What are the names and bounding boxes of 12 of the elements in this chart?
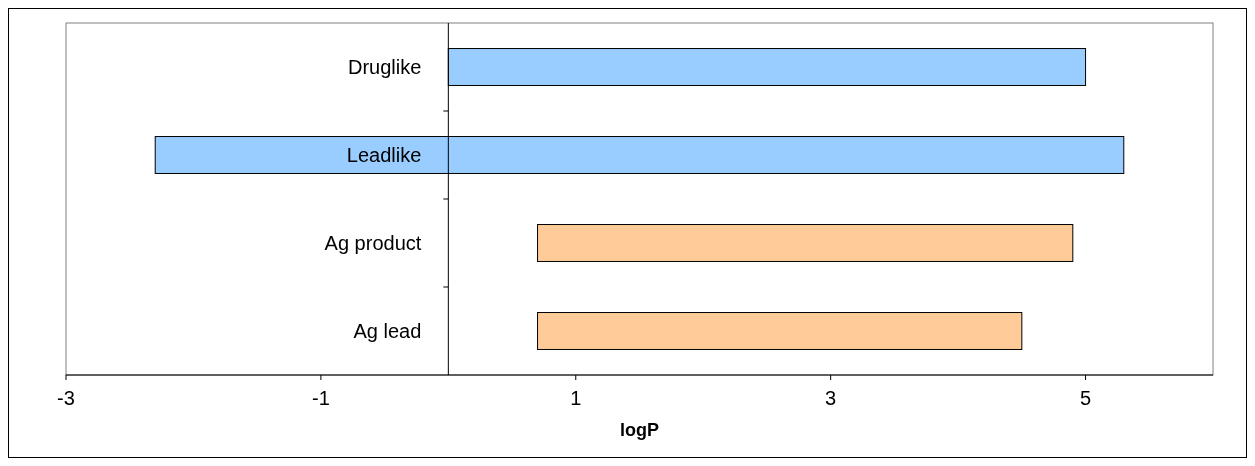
x-tick-label: 3 <box>825 387 837 409</box>
x-tick-label: -3 <box>57 387 75 409</box>
bar <box>537 312 1023 350</box>
x-tick-label: 5 <box>1079 387 1092 409</box>
x-tick-label: -1 <box>311 387 330 409</box>
y-tick-label: Ag product <box>324 232 422 254</box>
x-tick-label: 1 <box>570 387 582 409</box>
x-axis-title: logP <box>620 420 659 440</box>
y-tick-label: Druglike <box>347 56 422 78</box>
y-tick-label: Ag lead <box>353 320 422 342</box>
y-tick-label: Leadlike <box>346 144 422 166</box>
bar <box>537 224 1074 262</box>
